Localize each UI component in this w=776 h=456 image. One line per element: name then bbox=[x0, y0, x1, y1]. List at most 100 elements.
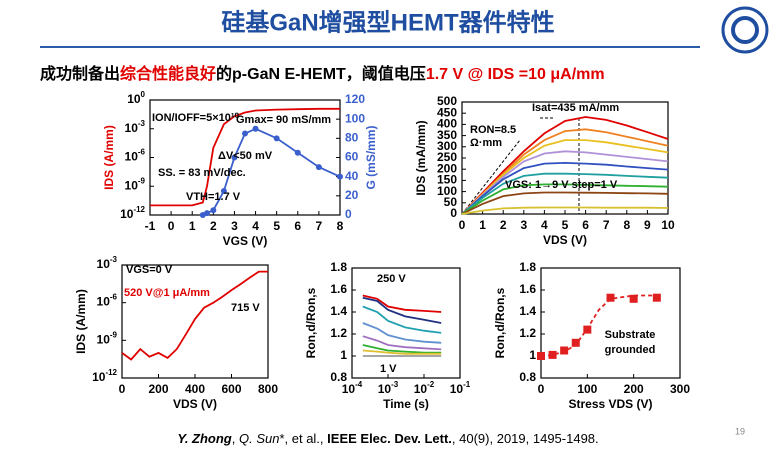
y-axis-label: Ron,d/Ron,s bbox=[493, 287, 507, 358]
x-tick-label: 10-1 bbox=[450, 380, 471, 396]
x-tick-label: 800 bbox=[258, 382, 278, 396]
y-tick-label: 50 bbox=[444, 195, 458, 209]
tick-base: 10 bbox=[127, 92, 141, 106]
annotation: SS. = 83 mV/dec. bbox=[158, 167, 246, 179]
x-axis-label: VDS (V) bbox=[543, 233, 587, 247]
x-tick-label: 6 bbox=[294, 219, 301, 233]
data-point bbox=[560, 346, 569, 355]
plot-frame bbox=[540, 267, 681, 379]
tick-base: 10 bbox=[92, 370, 106, 384]
citation-part: , 40(9), 2019, 1495-1498. bbox=[452, 431, 599, 446]
x-tick-label: 10-2 bbox=[414, 380, 435, 396]
annotation: ΔV<50 mV bbox=[218, 150, 273, 162]
data-point bbox=[629, 294, 638, 303]
data-point bbox=[315, 164, 322, 171]
y-tick-label: 10-9 bbox=[125, 176, 146, 192]
series-line bbox=[461, 139, 669, 215]
annotation: Substrate bbox=[605, 329, 656, 341]
x-tick-label: 5 bbox=[273, 219, 280, 233]
series-line bbox=[150, 107, 340, 207]
tick-exponent: -12 bbox=[133, 205, 145, 214]
annotation: VGS: 1→9 V step=1 V bbox=[505, 179, 618, 191]
tick-base: 10 bbox=[125, 178, 139, 192]
series-line bbox=[461, 183, 669, 215]
plot-frame bbox=[351, 267, 461, 379]
y-axis-label: IDS (A/mm) bbox=[102, 125, 116, 190]
series-line bbox=[461, 116, 669, 215]
tick-exponent: -9 bbox=[138, 176, 146, 185]
y-tick-label: 300 bbox=[437, 139, 457, 153]
series-line bbox=[461, 191, 669, 215]
data-point bbox=[273, 135, 280, 142]
tick-base: 10 bbox=[450, 382, 464, 396]
y-tick-label: 400 bbox=[437, 117, 457, 131]
x-tick-label: 0 bbox=[538, 382, 545, 396]
subtitle-part: 成功制备出 bbox=[40, 64, 120, 83]
y2-tick-label: 20 bbox=[345, 188, 359, 202]
x-tick-label: 7 bbox=[603, 218, 610, 232]
annotation: VTH=1.7 V bbox=[186, 191, 241, 203]
subtitle: 成功制备出综合性能良好的p-GaN E-HEMT，阈值电压1.7 V @ IDS… bbox=[40, 64, 605, 83]
tick-exponent: -12 bbox=[105, 368, 117, 377]
guide bbox=[461, 139, 521, 215]
annotation: ION/IOFF=5×10¹⁰ bbox=[152, 112, 240, 124]
x-tick-label: 200 bbox=[624, 382, 644, 396]
tick-base: 10 bbox=[97, 333, 111, 347]
tick-exponent: -3 bbox=[110, 255, 118, 264]
series-line bbox=[362, 305, 442, 334]
tick-exponent: -6 bbox=[138, 148, 146, 157]
annotation: grounded bbox=[605, 344, 656, 356]
x-tick-label: 0 bbox=[459, 218, 466, 232]
series-line bbox=[461, 161, 669, 215]
y2-tick-label: 40 bbox=[345, 169, 359, 183]
tick-base: 10 bbox=[125, 121, 139, 135]
series-line bbox=[461, 172, 669, 215]
subtitle-part: 1.7 V @ IDS =10 μA/mm bbox=[426, 66, 605, 83]
x-tick-label: 300 bbox=[670, 382, 690, 396]
data-point bbox=[242, 130, 248, 137]
annotation: Isat=435 mA/mm bbox=[532, 102, 619, 114]
x-tick-label: 0 bbox=[119, 382, 126, 396]
y2-tick-label: 120 bbox=[345, 92, 365, 106]
annotation: 1 V bbox=[380, 363, 397, 375]
data-point bbox=[252, 125, 259, 132]
y2-tick-label: 100 bbox=[345, 111, 365, 125]
y2-axis-label: G (mS/mm) bbox=[364, 125, 378, 189]
series-line bbox=[121, 270, 268, 361]
tick-exponent: 0 bbox=[141, 90, 146, 99]
y-tick-label: 0 bbox=[450, 206, 457, 220]
y-tick-label: 10-6 bbox=[125, 148, 146, 164]
series-line bbox=[461, 150, 669, 215]
annotation: RON=8.5 bbox=[470, 124, 516, 136]
tick-exponent: -1 bbox=[463, 380, 471, 389]
annotation: VGS=0 V bbox=[126, 264, 173, 276]
data-point bbox=[652, 293, 661, 302]
x-tick-label: -1 bbox=[145, 219, 156, 233]
y-tick-label: 10-3 bbox=[97, 255, 118, 271]
y-tick-label: 10-6 bbox=[97, 293, 118, 309]
y-tick-label: 10-9 bbox=[97, 330, 118, 346]
y-tick-label: 200 bbox=[437, 161, 457, 175]
series-line bbox=[362, 296, 442, 324]
citation-part: Y. Zhong bbox=[177, 431, 231, 446]
slide-title: 硅基GaN增强型HEMT器件特性 bbox=[221, 8, 554, 36]
data-point bbox=[231, 154, 238, 161]
x-tick-label: 6 bbox=[582, 218, 589, 232]
x-tick-label: 100 bbox=[577, 382, 597, 396]
y-tick-label: 1 bbox=[340, 348, 347, 362]
data-point bbox=[606, 293, 615, 302]
x-tick-label: 7 bbox=[316, 219, 323, 233]
y2-tick-label: 0 bbox=[345, 207, 352, 221]
page-number: 19 bbox=[735, 426, 745, 436]
x-tick-label: 1 bbox=[189, 219, 196, 233]
y-tick-label: 1.4 bbox=[330, 304, 347, 318]
x-tick-label: 2 bbox=[210, 219, 217, 233]
tick-exponent: -4 bbox=[355, 380, 363, 389]
data-point bbox=[294, 149, 301, 156]
tick-exponent: -6 bbox=[110, 293, 118, 302]
y-tick-label: 10-12 bbox=[92, 368, 117, 384]
y-tick-label: 1.6 bbox=[330, 282, 347, 296]
x-tick-label: 9 bbox=[644, 218, 651, 232]
y2-tick-label: 80 bbox=[345, 131, 359, 145]
